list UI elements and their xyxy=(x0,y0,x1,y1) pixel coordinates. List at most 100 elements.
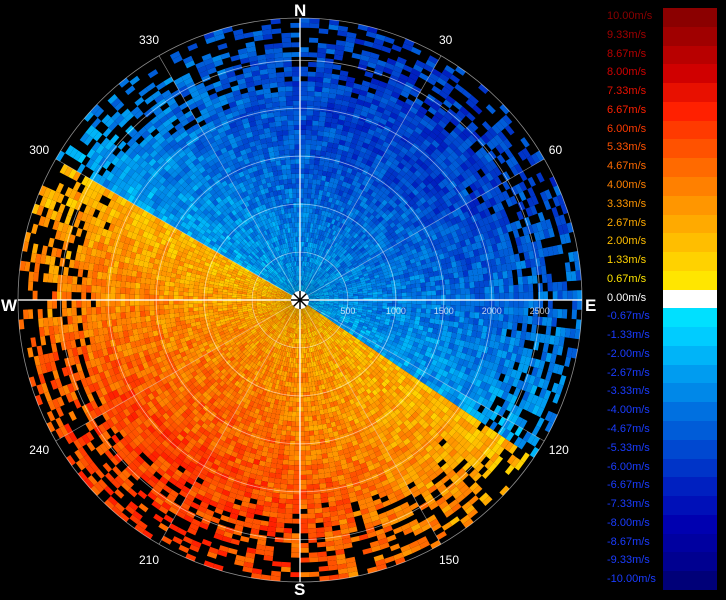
velocity-cell xyxy=(328,290,333,293)
velocity-cell xyxy=(193,310,199,315)
velocity-cell xyxy=(323,304,329,307)
velocity-cell xyxy=(281,303,286,306)
velocity-cell xyxy=(252,289,258,293)
velocity-cell xyxy=(301,319,303,325)
velocity-cell xyxy=(319,302,325,305)
velocity-cell xyxy=(288,290,293,294)
velocity-cell xyxy=(289,306,294,311)
velocity-cell xyxy=(318,291,324,294)
velocity-cell xyxy=(317,307,323,311)
velocity-cell xyxy=(262,308,268,311)
velocity-cell xyxy=(332,286,337,290)
velocity-cell xyxy=(287,268,290,273)
velocity-cell xyxy=(334,297,339,299)
velocity-cell xyxy=(314,259,318,265)
velocity-cell xyxy=(290,288,294,293)
velocity-cell xyxy=(308,283,312,289)
velocity-cell xyxy=(277,307,283,310)
velocity-cell xyxy=(286,295,291,297)
velocity-cell xyxy=(293,382,298,388)
velocity-cell xyxy=(278,316,283,321)
velocity-cell xyxy=(169,286,175,292)
velocity-cell xyxy=(282,313,287,318)
velocity-cell xyxy=(307,317,311,323)
velocity-cell xyxy=(296,285,298,291)
velocity-cell xyxy=(286,273,290,279)
velocity-cell xyxy=(207,306,213,310)
velocity-cell xyxy=(305,313,309,318)
velocity-cell xyxy=(168,304,174,310)
velocity-cell xyxy=(330,273,336,278)
velocity-cell xyxy=(275,320,280,325)
velocity-cell xyxy=(303,207,307,213)
velocity-cell xyxy=(281,277,285,282)
velocity-cell xyxy=(314,330,319,335)
velocity-cell xyxy=(312,325,316,331)
velocity-cell xyxy=(292,313,295,319)
velocity-cell xyxy=(163,300,169,305)
velocity-cell xyxy=(309,296,315,298)
velocity-cell xyxy=(318,293,324,296)
velocity-cell xyxy=(315,311,320,315)
velocity-cell xyxy=(318,273,323,279)
velocity-cell xyxy=(309,301,315,303)
velocity-cell xyxy=(306,288,310,293)
velocity-cell xyxy=(314,296,320,298)
velocity-cell xyxy=(296,266,298,271)
velocity-cell xyxy=(302,285,304,291)
velocity-cell xyxy=(311,183,317,190)
velocity-cell xyxy=(227,302,233,306)
velocity-cell xyxy=(309,302,315,304)
velocity-cell xyxy=(328,269,333,274)
velocity-cell xyxy=(301,270,303,276)
velocity-cell xyxy=(307,267,310,272)
velocity-cell xyxy=(312,280,316,286)
velocity-cell xyxy=(343,301,349,304)
velocity-cell xyxy=(305,328,308,334)
velocity-cell xyxy=(302,363,305,368)
velocity-cell xyxy=(306,288,310,293)
velocity-cell xyxy=(314,265,319,270)
velocity-cell xyxy=(282,335,286,341)
velocity-cell xyxy=(296,275,298,281)
velocity-cell xyxy=(263,274,269,279)
velocity-cell xyxy=(306,318,310,323)
velocity-cell xyxy=(307,306,311,311)
velocity-cell xyxy=(348,296,354,299)
velocity-cell xyxy=(323,292,329,295)
velocity-cell xyxy=(281,292,287,295)
velocity-cell xyxy=(338,304,344,307)
velocity-cell xyxy=(310,279,314,284)
velocity-cell xyxy=(281,294,287,296)
velocity-cell xyxy=(392,293,398,297)
velocity-cell xyxy=(272,308,278,311)
velocity-cell xyxy=(316,174,322,181)
velocity-cell xyxy=(319,274,324,279)
velocity-cell xyxy=(163,304,169,310)
velocity-cell xyxy=(283,289,288,293)
velocity-cell xyxy=(286,279,290,284)
velocity-cell xyxy=(275,301,281,303)
velocity-cell xyxy=(321,276,326,281)
velocity-cell xyxy=(328,292,334,295)
velocity-cell xyxy=(309,262,312,268)
velocity-cell xyxy=(310,193,315,199)
velocity-cell xyxy=(323,323,328,328)
velocity-cell xyxy=(303,266,305,272)
velocity-cell xyxy=(315,318,320,323)
velocity-cell xyxy=(313,293,319,296)
velocity-cell xyxy=(316,265,320,271)
velocity-cell xyxy=(296,280,298,286)
velocity-cell xyxy=(288,193,293,199)
velocity-cell xyxy=(282,306,288,310)
velocity-cell xyxy=(276,326,280,332)
velocity-cell xyxy=(278,267,282,272)
velocity-cell xyxy=(291,343,294,349)
velocity-cell xyxy=(291,282,295,287)
velocity-cell xyxy=(333,305,339,309)
velocity-cell xyxy=(266,301,271,303)
velocity-cell xyxy=(318,281,323,285)
velocity-cell xyxy=(307,252,311,258)
velocity-cell xyxy=(307,333,310,338)
velocity-cell xyxy=(301,280,302,286)
